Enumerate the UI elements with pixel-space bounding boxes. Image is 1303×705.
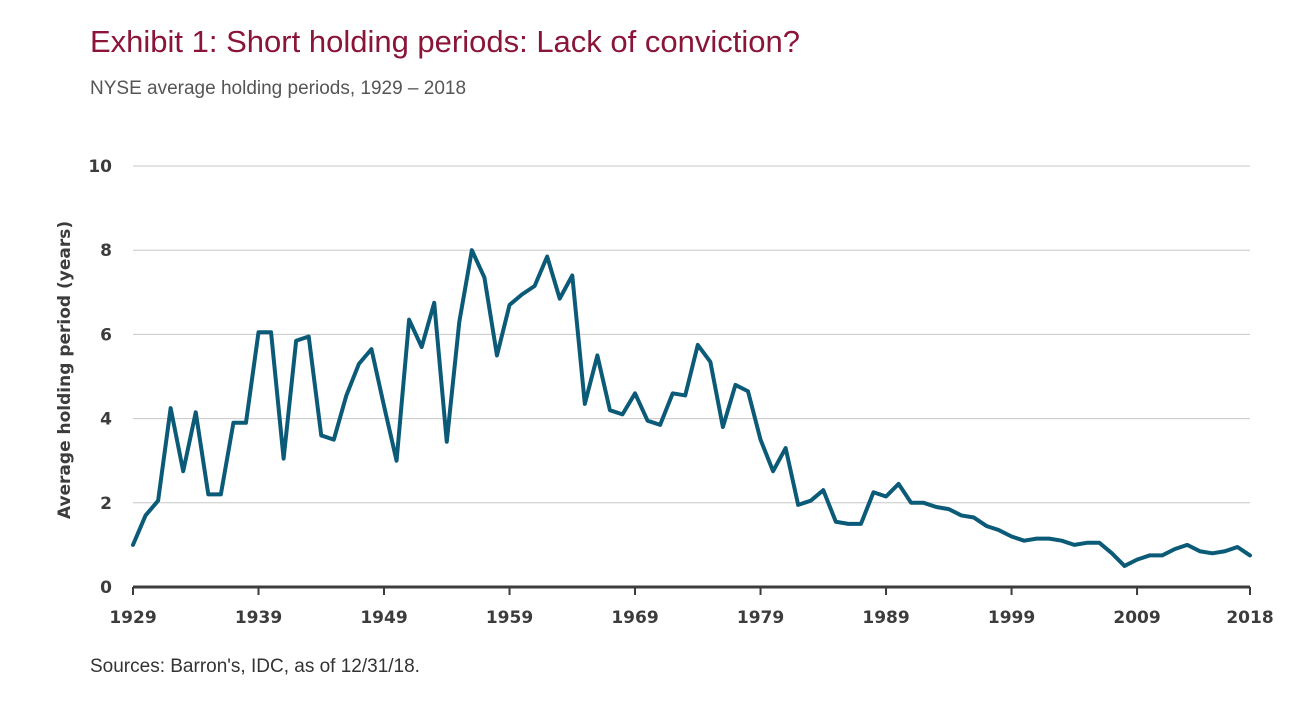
y-tick-label: 6 bbox=[100, 325, 112, 345]
x-tick-label: 2018 bbox=[1226, 608, 1273, 628]
x-tick-label: 1959 bbox=[486, 608, 533, 628]
source-note: Sources: Barron's, IDC, as of 12/31/18. bbox=[90, 656, 420, 677]
chart-subtitle: NYSE average holding periods, 1929 – 201… bbox=[90, 78, 467, 99]
y-tick-label: 2 bbox=[100, 494, 112, 514]
x-tick-label: 1979 bbox=[737, 608, 784, 628]
x-tick-label: 1999 bbox=[988, 608, 1035, 628]
x-tick-label: 1969 bbox=[611, 608, 658, 628]
series-line-0 bbox=[131, 248, 1252, 568]
x-tick-label: 1929 bbox=[109, 608, 156, 628]
axes: 0 2 4 6 8 10 1929 1939 1949 1959 1969 1979 1989 1999 2… bbox=[88, 157, 1273, 628]
x-tick-label: 1949 bbox=[360, 608, 407, 628]
y-tick-label: 8 bbox=[100, 241, 112, 261]
chart-title: Exhibit 1: Short holding periods: Lack o… bbox=[90, 24, 800, 59]
x-tick-label: 2009 bbox=[1113, 608, 1160, 628]
x-tick-label: 1989 bbox=[862, 608, 909, 628]
series-layer bbox=[131, 248, 1252, 568]
y-tick-label: 4 bbox=[100, 410, 112, 430]
gridlines bbox=[133, 165, 1250, 504]
y-axis-title: Average holding period (years) bbox=[55, 221, 75, 519]
x-tick-label: 1939 bbox=[235, 608, 282, 628]
y-tick-label: 0 bbox=[100, 578, 112, 598]
y-tick-label: 10 bbox=[88, 157, 112, 177]
